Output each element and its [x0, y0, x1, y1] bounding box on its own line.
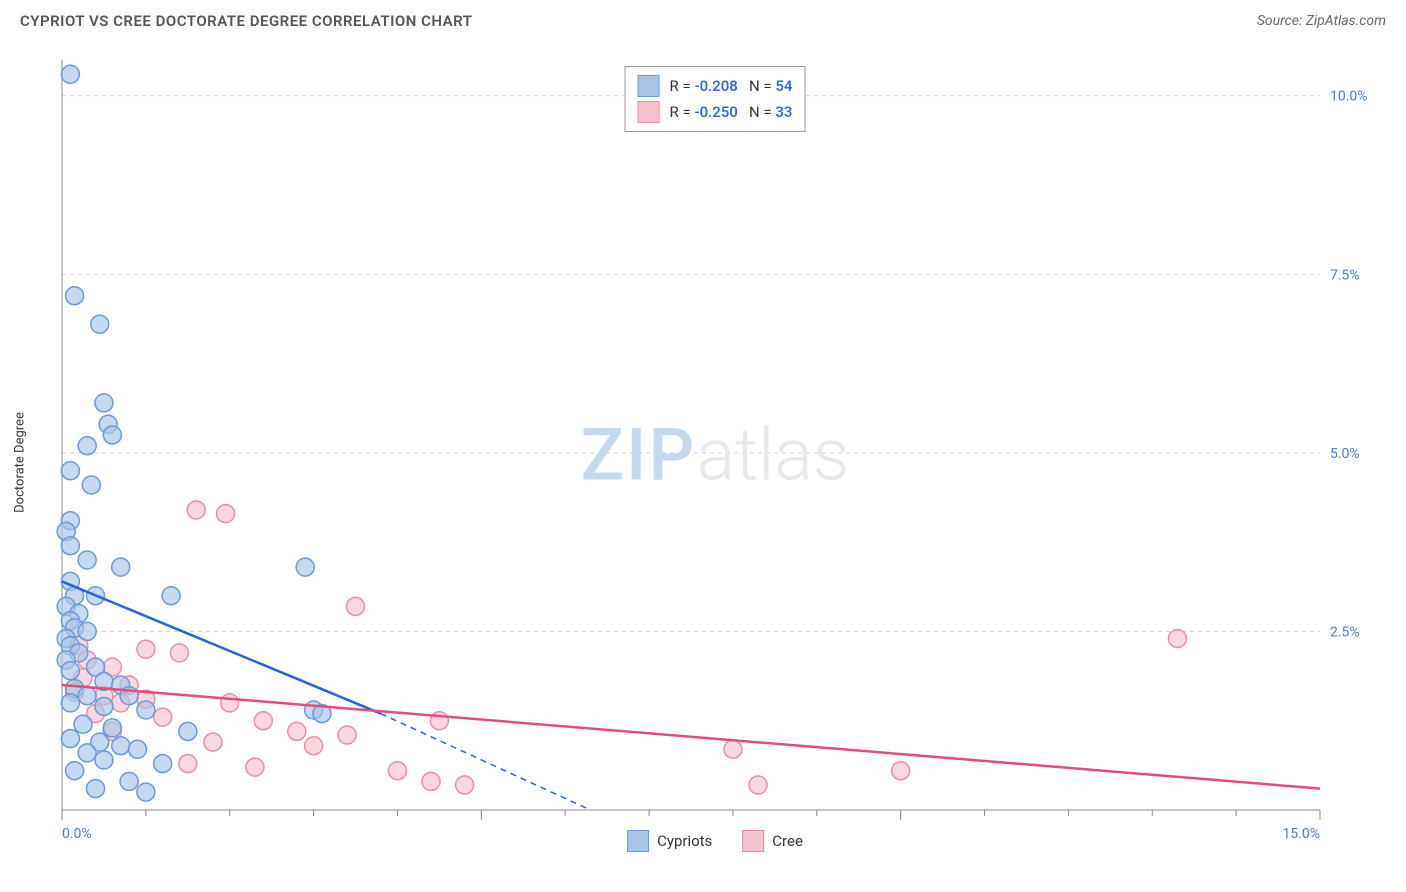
- legend-series: Cypriots Cree: [627, 830, 803, 852]
- legend-correlation-text: R = -0.208 N = 54: [670, 77, 793, 95]
- y-axis-label: Doctorate Degree: [13, 412, 28, 513]
- legend-correlation-text: R = -0.250 N = 33: [670, 103, 793, 121]
- svg-text:2.5%: 2.5%: [1330, 624, 1360, 640]
- source-attribution: Source: ZipAtlas.com: [1257, 13, 1386, 29]
- legend-correlation-row: R = -0.208 N = 54: [638, 73, 793, 99]
- chart-container: Doctorate Degree 2.5%5.0%7.5%10.0%0.0%15…: [50, 60, 1380, 850]
- scatter-chart: 2.5% 5.0% 7.5% 10.0% 0.0% 15.0%: [50, 60, 1380, 850]
- svg-text:10.0%: 10.0%: [1330, 89, 1368, 105]
- legend-swatch: [638, 101, 660, 123]
- legend-swatch: [638, 75, 660, 97]
- svg-text:0.0%: 0.0%: [62, 826, 92, 842]
- legend-correlation: R = -0.208 N = 54 R = -0.250 N = 33: [625, 66, 806, 132]
- legend-correlation-row: R = -0.250 N = 33: [638, 99, 793, 125]
- legend-series-item: Cypriots: [627, 830, 712, 852]
- svg-text:5.0%: 5.0%: [1330, 446, 1360, 462]
- legend-swatch: [627, 830, 649, 852]
- legend-series-label: Cree: [772, 832, 803, 850]
- svg-text:7.5%: 7.5%: [1330, 267, 1360, 283]
- svg-text:15.0%: 15.0%: [1282, 826, 1320, 842]
- legend-series-label: Cypriots: [657, 832, 712, 850]
- chart-title: CYPRIOT VS CREE DOCTORATE DEGREE CORRELA…: [20, 12, 472, 30]
- legend-swatch: [742, 830, 764, 852]
- legend-series-item: Cree: [742, 830, 803, 852]
